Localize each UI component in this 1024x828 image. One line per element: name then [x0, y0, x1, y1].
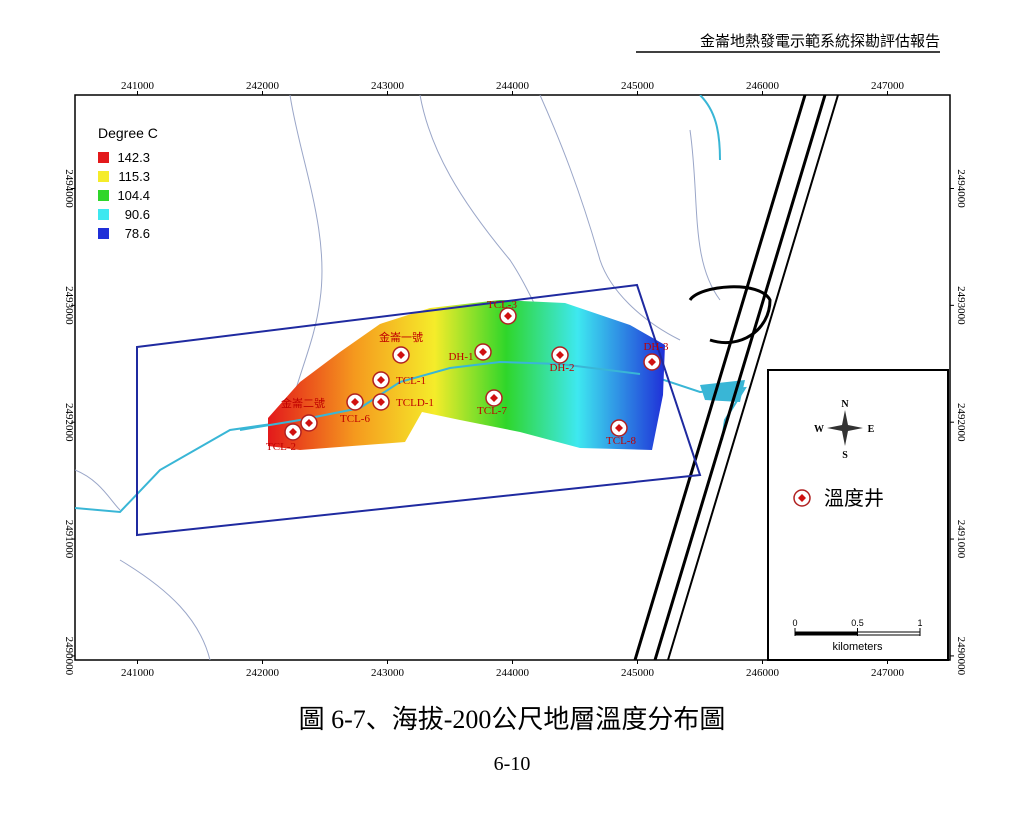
key-dot [798, 494, 806, 502]
legend-label: 142.3 [117, 150, 150, 165]
well-dot [490, 394, 498, 402]
well-label: DH-3 [643, 341, 669, 353]
river-north [699, 95, 721, 161]
study-area [136, 283, 702, 537]
well-label: TCL-1 [396, 375, 426, 387]
well-label: TCL-8 [606, 435, 636, 447]
x-tick-label: 243000 [371, 667, 405, 679]
y-tick-label: 2492000 [63, 403, 75, 442]
legend-title: Degree C [98, 125, 158, 141]
temperature-surface [268, 300, 665, 450]
well-label: 金崙一號 [379, 330, 423, 344]
well-label: TCLD-1 [396, 397, 434, 409]
legend-label: 104.4 [117, 188, 150, 203]
scale-tick-label: 1 [917, 618, 922, 628]
x-tick-label: 241000 [121, 80, 155, 92]
compass-w: W [814, 424, 824, 435]
well-label: 金崙二號 [281, 396, 325, 410]
y-tick-label: 2493000 [63, 286, 75, 325]
page-number: 6-10 [494, 753, 531, 775]
legend-label: 115.3 [118, 169, 150, 184]
y-tick-label: 2491000 [63, 520, 75, 559]
railway [633, 95, 827, 660]
x-tick-label: 244000 [496, 80, 530, 92]
y-tick-label: 2494000 [63, 169, 75, 208]
x-tick-label: 242000 [246, 667, 280, 679]
inset-box [767, 369, 949, 661]
streams [75, 95, 721, 660]
figure-caption: 圖 6-7、海拔-200公尺地層溫度分布圖 [299, 705, 726, 734]
y-tick-label: 2493000 [955, 286, 967, 325]
well-dot [351, 398, 359, 406]
x-tick-label: 247000 [871, 667, 905, 679]
well-label: TCL-3 [487, 299, 517, 311]
well-dot [305, 419, 313, 427]
well-dot [556, 351, 564, 359]
x-tick-label: 243000 [371, 80, 405, 92]
compass-rose [827, 410, 863, 446]
scale-tick-label: 0 [792, 618, 797, 628]
well-dot [615, 424, 623, 432]
compass-s: S [842, 450, 848, 461]
y-tick-label: 2494000 [955, 169, 967, 208]
legend-swatch [98, 228, 109, 239]
key-label: 溫度井 [824, 487, 884, 510]
legend-swatch [98, 209, 109, 220]
highway [667, 95, 839, 660]
well-label: TCL-6 [340, 413, 370, 425]
legend-swatch [98, 171, 109, 182]
x-tick-label: 245000 [621, 80, 655, 92]
legend-label: 78.6 [125, 226, 150, 241]
scale-tick-label: 0.5 [851, 618, 864, 628]
y-tick-label: 2490000 [955, 637, 967, 676]
well-label: DH-1 [448, 351, 473, 363]
x-tick-label: 247000 [871, 80, 905, 92]
basemap [75, 95, 839, 660]
legend-swatch [98, 190, 109, 201]
road [688, 285, 772, 345]
y-tick-label: 2491000 [955, 520, 967, 559]
well-dot [289, 428, 297, 436]
x-tick-label: 242000 [246, 80, 280, 92]
x-tick-label: 244000 [496, 667, 530, 679]
legend-swatch [98, 152, 109, 163]
scale-unit: kilometers [832, 641, 883, 653]
x-tick-label: 241000 [121, 667, 155, 679]
x-tick-label: 246000 [746, 80, 780, 92]
x-tick-label: 246000 [746, 667, 780, 679]
scale-bar-fill [795, 632, 858, 635]
well-label: TCL-2 [266, 441, 296, 453]
legend-label: 90.6 [125, 207, 150, 222]
well-dot [377, 398, 385, 406]
header-title: 金崙地熱發電示範系統探勘評估報告 [700, 32, 940, 50]
well-label: TCL-7 [477, 405, 507, 417]
y-tick-label: 2490000 [63, 637, 75, 676]
well-dot [504, 312, 512, 320]
compass-n: N [841, 399, 849, 410]
well-dot [397, 351, 405, 359]
well-label: DH-2 [549, 362, 574, 374]
well-dot [479, 348, 487, 356]
y-tick-label: 2492000 [955, 403, 967, 442]
well-dot [648, 358, 656, 366]
x-tick-label: 245000 [621, 667, 655, 679]
compass-e: E [868, 424, 875, 435]
well-dot [377, 376, 385, 384]
